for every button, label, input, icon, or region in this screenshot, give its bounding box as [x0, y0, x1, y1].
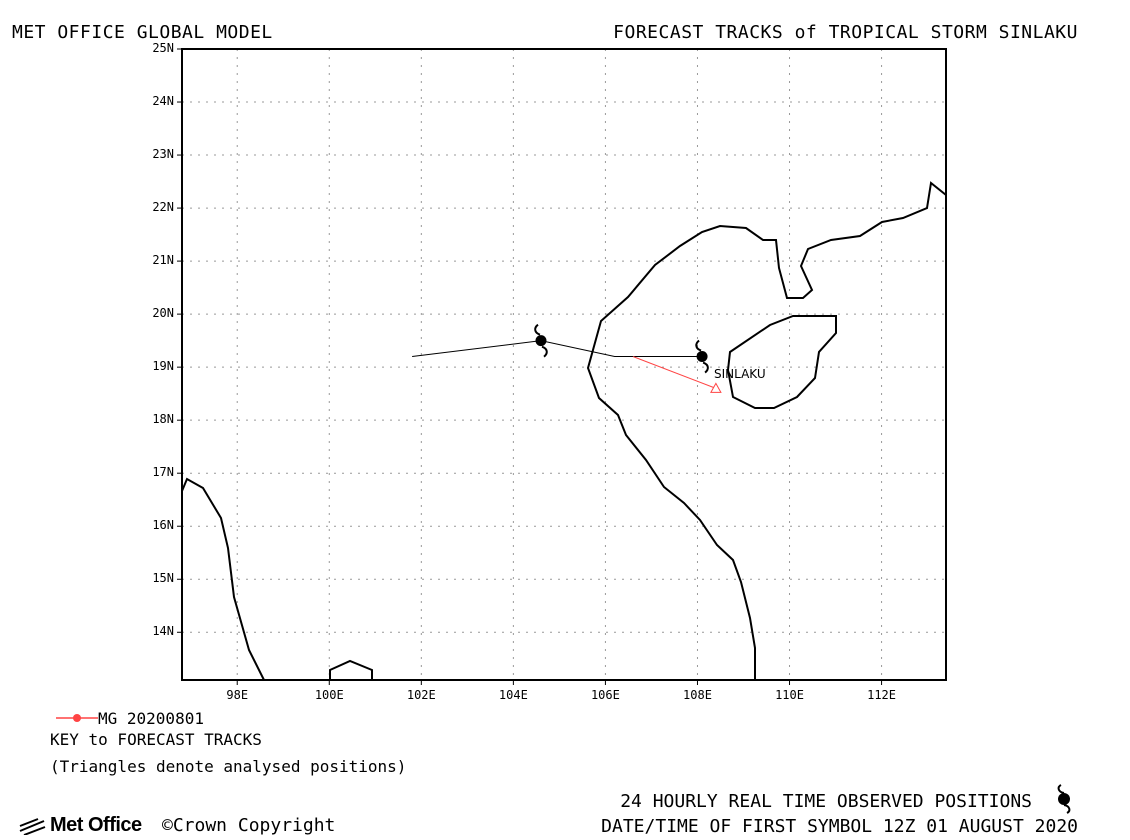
coastline-myanmar — [181, 477, 265, 681]
forecast-key-line-icon — [56, 714, 98, 722]
lat-tick-label: 23N — [152, 147, 174, 162]
lon-tick-label: 108E — [683, 688, 712, 702]
cyclone-arm-bottom — [541, 345, 548, 358]
coastline-fragment — [329, 659, 373, 680]
lon-tick-label: 98E — [226, 688, 249, 702]
lat-tick-label: 25N — [152, 41, 174, 55]
lon-tick-label: 112E — [867, 688, 897, 702]
key-title: KEY to FORECAST TRACKS — [50, 730, 262, 749]
first-symbol-datetime: DATE/TIME OF FIRST SYMBOL 12Z 01 AUGUST … — [601, 816, 1078, 837]
cyclone-arm-top — [534, 323, 541, 336]
lat-tick-label: 22N — [152, 200, 174, 215]
lon-tick-label: 100E — [314, 688, 344, 702]
storm-name-label: SINLAKU — [714, 367, 766, 381]
forecast-track-line — [632, 356, 717, 389]
coastlines — [181, 181, 947, 681]
lat-tick-label: 18N — [152, 412, 174, 427]
lat-tick-label: 24N — [152, 94, 174, 109]
lon-tick-label: 104E — [498, 688, 528, 702]
forecast-analysed-triangle — [710, 382, 722, 393]
lat-tick-label: 21N — [152, 253, 174, 268]
lat-tick-label: 20N — [152, 306, 174, 321]
lon-tick-label: 110E — [775, 688, 804, 702]
met-office-logo: Met Office — [18, 814, 142, 837]
lat-tick-label: 17N — [152, 465, 174, 480]
lat-tick-label: 16N — [152, 518, 174, 533]
copyright-notice: ©Crown Copyright — [162, 815, 336, 836]
coastline-mainland — [586, 181, 947, 680]
lat-tick-label: 15N — [152, 571, 174, 586]
map-title-right: FORECAST TRACKS of TROPICAL STORM SINLAK… — [613, 22, 1078, 43]
lat-tick-label: 14N — [152, 624, 174, 639]
met-office-logo-icon — [19, 817, 46, 835]
map-frame — [181, 48, 947, 681]
map-title-left: MET OFFICE GLOBAL MODEL — [12, 22, 273, 43]
cyclone-arm-top — [695, 339, 702, 352]
lon-tick-label: 102E — [406, 688, 436, 702]
observed-positions-note: 24 HOURLY REAL TIME OBSERVED POSITIONS — [620, 791, 1032, 812]
lon-tick-label: 106E — [590, 688, 620, 702]
key-note: (Triangles denote analysed positions) — [50, 757, 407, 776]
cyclone-symbol-icon — [1057, 784, 1071, 814]
observed-track-line — [412, 340, 703, 358]
observed-cyclone-symbol — [534, 323, 548, 358]
cyclone-core — [696, 351, 708, 363]
cyclone-arm-bottom — [702, 361, 709, 374]
forecast-run-label: MG 20200801 — [98, 709, 204, 728]
met-office-brand-text: Met Office — [50, 814, 142, 836]
lat-tick-label: 19N — [152, 359, 174, 374]
coastline-hainan — [726, 315, 837, 409]
observed-cyclone-symbol — [695, 339, 709, 374]
map-grid — [177, 48, 946, 685]
cyclone-core — [535, 335, 547, 347]
storm-tracks — [412, 323, 722, 393]
